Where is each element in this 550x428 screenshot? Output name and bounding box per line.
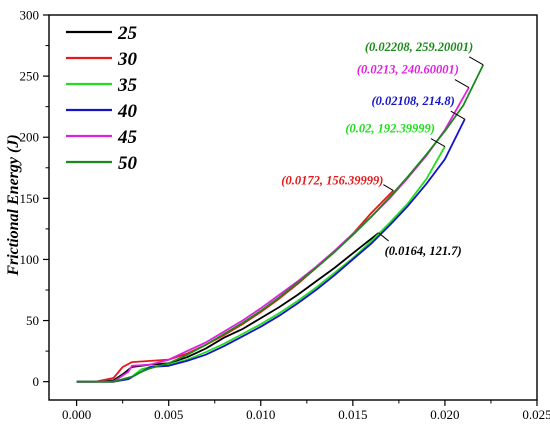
y-tick-label: 150 bbox=[20, 191, 40, 206]
legend-label-45: 45 bbox=[117, 127, 138, 148]
x-tick-label: 0.025 bbox=[522, 407, 550, 422]
y-tick-label: 50 bbox=[26, 313, 39, 328]
legend-label-35: 35 bbox=[117, 75, 138, 96]
x-tick-label: 0.020 bbox=[430, 407, 459, 422]
annotation-label: (0.0164, 121.7) bbox=[385, 244, 462, 258]
x-tick-label: 0.015 bbox=[338, 407, 367, 422]
series-line-50 bbox=[76, 64, 485, 383]
legend: 25 30 35 40 45 50 bbox=[66, 23, 138, 174]
annotation-leader bbox=[383, 184, 394, 191]
y-tick-label: 0 bbox=[33, 374, 40, 389]
annotation-label: (0.02, 192.39999) bbox=[345, 122, 435, 136]
y-tick-label: 200 bbox=[20, 130, 40, 145]
annotation-label: (0.0172, 156.39999) bbox=[281, 174, 383, 188]
x-tick-label: 0.010 bbox=[246, 407, 275, 422]
legend-label-50: 50 bbox=[118, 153, 138, 174]
y-tick-label: 250 bbox=[20, 69, 40, 84]
annotation-label: (0.02108, 214.8) bbox=[371, 94, 454, 108]
plot-frame bbox=[48, 14, 538, 401]
series-line-35 bbox=[76, 146, 446, 383]
annotation-leader bbox=[430, 138, 446, 147]
x-tick-label: 0.005 bbox=[154, 407, 183, 422]
series-line-30 bbox=[76, 189, 395, 383]
annotation-leader bbox=[378, 232, 389, 242]
y-tick-label: 300 bbox=[20, 8, 40, 23]
y-tick-label: 100 bbox=[20, 252, 40, 267]
x-tick-label: 0.000 bbox=[62, 407, 91, 422]
annotations: (0.0164, 121.7) (0.0172, 156.39999) (0.02,… bbox=[281, 40, 484, 258]
legend-label-40: 40 bbox=[117, 101, 138, 122]
annotation-leader bbox=[468, 56, 484, 66]
plot-area: 0.000 0.005 0.010 0.015 0.020 0.025 0 50 100 150 2… bbox=[20, 8, 550, 423]
y-axis-label: Frictional Energy (J) bbox=[5, 134, 22, 276]
annotation-label: (0.02208, 259.20001) bbox=[365, 40, 473, 54]
series-line-25 bbox=[76, 232, 380, 383]
legend-label-30: 30 bbox=[117, 49, 138, 70]
legend-label-25: 25 bbox=[117, 23, 138, 44]
annotation-leader bbox=[450, 110, 466, 120]
annotation-leader bbox=[454, 79, 470, 89]
annotation-label: (0.0213, 240.60001) bbox=[357, 63, 459, 77]
